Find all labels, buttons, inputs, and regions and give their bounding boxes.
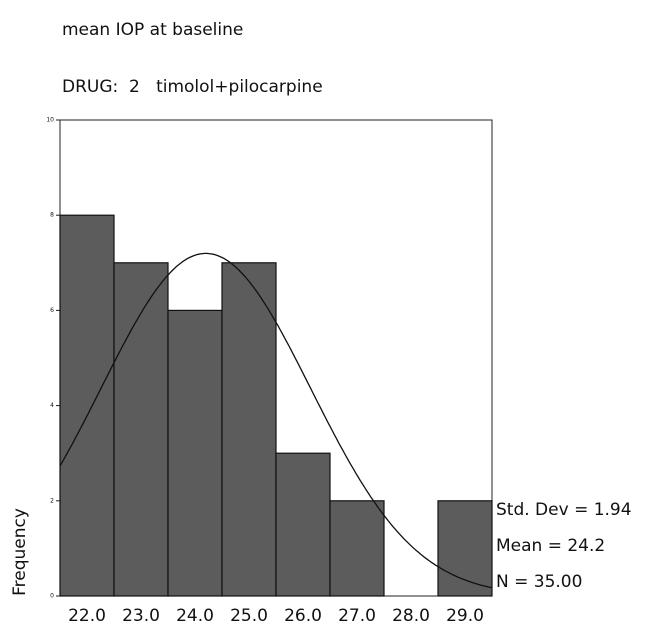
bar xyxy=(167,309,223,597)
chart-title: mean IOP at baseline xyxy=(62,20,243,40)
x-tick-label: 23.0 xyxy=(122,606,160,626)
y-tick-label: 4 xyxy=(50,402,54,409)
bar xyxy=(113,262,169,597)
bar xyxy=(59,214,115,597)
y-tick-label: 8 xyxy=(50,212,54,219)
stat-label: N = 35.00 xyxy=(496,572,582,592)
x-tick-label: 22.0 xyxy=(68,606,106,626)
stat-label: Std. Dev = 1.94 xyxy=(496,500,632,520)
x-tick-label: 29.0 xyxy=(446,606,484,626)
chart-subtitle: DRUG: 2 timolol+pilocarpine xyxy=(62,77,323,97)
x-tick-label: 24.0 xyxy=(176,606,214,626)
y-tick-label: 6 xyxy=(50,307,54,314)
bar xyxy=(221,262,277,597)
x-tick-label: 25.0 xyxy=(230,606,268,626)
bar xyxy=(437,500,493,597)
y-tick-label: 10 xyxy=(46,117,54,124)
y-axis-label: Frequency xyxy=(10,508,30,596)
normal-curve xyxy=(59,252,493,589)
x-tick-label: 27.0 xyxy=(338,606,376,626)
y-tick-label: 0 xyxy=(50,593,54,600)
stat-label: Mean = 24.2 xyxy=(496,536,605,556)
x-tick-label: 26.0 xyxy=(284,606,322,626)
y-tick-label: 2 xyxy=(50,497,54,504)
bar xyxy=(275,452,331,597)
bar xyxy=(329,500,385,597)
x-tick-label: 28.0 xyxy=(392,606,430,626)
